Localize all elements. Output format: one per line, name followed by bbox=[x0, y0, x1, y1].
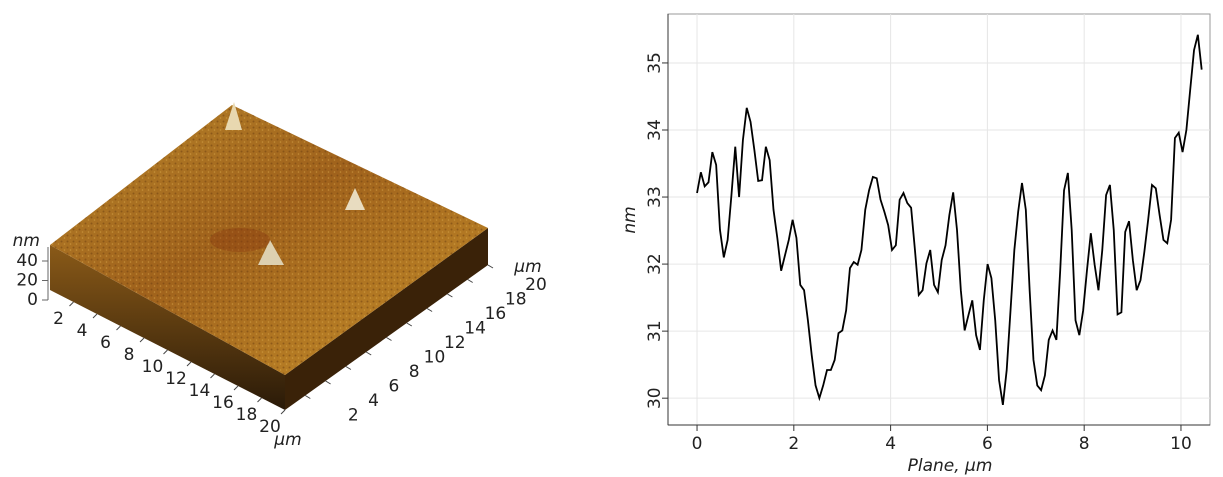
z-tick-label: 0 bbox=[27, 290, 38, 310]
x-tick bbox=[186, 361, 192, 367]
y-tick-label: 12 bbox=[444, 333, 466, 353]
x-tick-label: 18 bbox=[236, 405, 258, 425]
y-tick bbox=[467, 279, 473, 283]
x-tick-label: 6 bbox=[982, 434, 993, 454]
x-tick bbox=[233, 385, 239, 391]
y-tick-label: 34 bbox=[645, 119, 665, 141]
y-tick bbox=[406, 322, 413, 327]
x-tick-label: 14 bbox=[189, 381, 211, 401]
y-tick-label: 8 bbox=[409, 362, 420, 382]
line-series bbox=[696, 34, 1203, 406]
x-tick bbox=[163, 349, 168, 355]
y-tick bbox=[487, 264, 494, 269]
x-tick-label: 2 bbox=[53, 309, 64, 329]
y-tick bbox=[447, 293, 453, 298]
z-axis-label: nm bbox=[13, 231, 40, 251]
y-tick bbox=[386, 337, 392, 341]
x-tick-label: 20 bbox=[259, 417, 281, 437]
z-tick-label: 40 bbox=[16, 251, 38, 271]
x-tick bbox=[69, 301, 74, 307]
x-tick-label: 12 bbox=[165, 369, 187, 389]
y-tick-label: 32 bbox=[645, 253, 665, 275]
x-tick-label: 8 bbox=[124, 345, 135, 365]
y-tick-label: 16 bbox=[485, 304, 507, 324]
z-tick-label: 20 bbox=[16, 271, 38, 291]
x-tick-label: 4 bbox=[77, 321, 88, 341]
x-tick bbox=[139, 337, 145, 343]
y-tick bbox=[345, 366, 352, 370]
y-tick bbox=[365, 351, 372, 356]
x-axis-label: µm bbox=[273, 430, 301, 450]
x-tick-label: 16 bbox=[212, 393, 234, 413]
x-axis-label: Plane, µm bbox=[908, 456, 993, 476]
y-tick-label: 31 bbox=[645, 320, 665, 342]
x-tick-label: 6 bbox=[100, 333, 111, 353]
x-tick bbox=[257, 397, 262, 403]
y-tick-label: 30 bbox=[645, 387, 665, 409]
x-tick-label: 10 bbox=[142, 357, 164, 377]
x-tick bbox=[92, 313, 98, 319]
x-tick-label: 0 bbox=[692, 434, 703, 454]
y-tick-label: 14 bbox=[464, 319, 486, 339]
y-tick-label: 6 bbox=[388, 377, 399, 397]
y-tick bbox=[305, 395, 311, 399]
x-tick bbox=[116, 325, 121, 331]
x-tick-label: 10 bbox=[1170, 434, 1192, 454]
x-tick-label: 2 bbox=[788, 434, 799, 454]
y-tick-label: 10 bbox=[424, 348, 446, 368]
y-tick-label: 33 bbox=[645, 186, 665, 208]
y-axis-label: nm bbox=[620, 206, 640, 233]
y-tick-label: 4 bbox=[368, 391, 379, 411]
y-axis-label: µm bbox=[513, 257, 541, 277]
x-tick bbox=[280, 409, 286, 415]
surface-render bbox=[50, 102, 488, 410]
x-tick-label: 8 bbox=[1079, 434, 1090, 454]
y-tick-label: 35 bbox=[645, 52, 665, 74]
line-chart: 0 2 4 6 8 10 30 31 32 33 34 35 Plane, µm nm bbox=[620, 13, 1211, 476]
surface-axes: 2468101214161820µm2468101214161820µm0204… bbox=[13, 231, 547, 450]
y-tick bbox=[325, 380, 331, 385]
x-tick-label: 4 bbox=[885, 434, 896, 454]
y-tick bbox=[426, 308, 433, 312]
y-tick-label: 20 bbox=[525, 275, 547, 295]
x-tick bbox=[210, 373, 215, 379]
y-tick-label: 18 bbox=[505, 290, 527, 310]
y-tick-label: 2 bbox=[348, 406, 359, 426]
